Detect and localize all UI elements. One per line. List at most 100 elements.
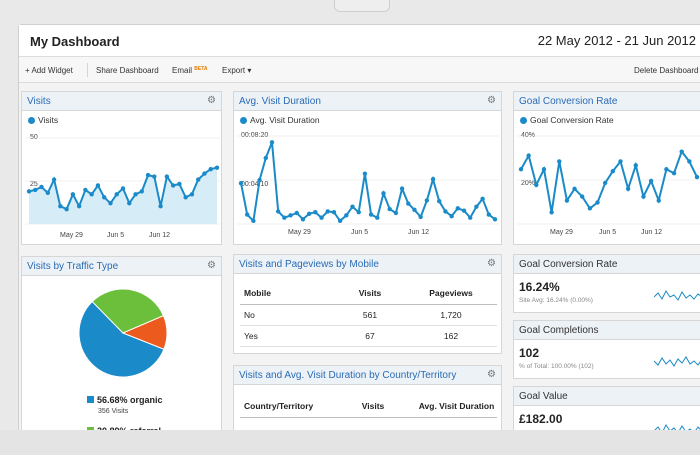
gear-icon[interactable]: ⚙ <box>207 95 216 106</box>
column-header[interactable]: Country/Territory <box>240 396 350 418</box>
data-point[interactable] <box>102 195 107 200</box>
data-point[interactable] <box>580 194 585 199</box>
data-point[interactable] <box>263 155 268 161</box>
gear-icon[interactable]: ⚙ <box>487 369 496 380</box>
data-point[interactable] <box>313 210 318 215</box>
data-point[interactable] <box>572 186 577 191</box>
widget-title[interactable]: Goal Completions <box>519 325 599 336</box>
data-point[interactable] <box>64 206 69 212</box>
data-point[interactable] <box>133 192 138 197</box>
data-point[interactable] <box>331 210 337 215</box>
widget-title[interactable]: Goal Value <box>519 391 568 402</box>
data-point[interactable] <box>356 210 361 215</box>
data-point[interactable] <box>671 170 677 176</box>
data-point[interactable] <box>387 206 392 212</box>
export-menu[interactable]: Export ▾ <box>222 66 252 75</box>
pie-slice-organic[interactable] <box>78 300 165 378</box>
data-point[interactable] <box>145 172 151 178</box>
data-point[interactable] <box>70 192 76 197</box>
data-point[interactable] <box>83 187 88 193</box>
widget-title[interactable]: Avg. Visit Duration <box>239 96 321 107</box>
data-point[interactable] <box>412 207 417 213</box>
data-point[interactable] <box>33 187 38 193</box>
pie-slice-other[interactable] <box>121 315 168 350</box>
data-point[interactable] <box>183 195 188 200</box>
widget-title[interactable]: Visits by Traffic Type <box>27 261 119 272</box>
gear-icon[interactable]: ⚙ <box>487 95 496 106</box>
data-point[interactable] <box>610 169 616 174</box>
email-button[interactable]: Email BETA <box>172 66 208 75</box>
data-point[interactable] <box>170 183 176 188</box>
widget-title[interactable]: Goal Conversion Rate <box>519 96 618 107</box>
data-point[interactable] <box>275 209 281 214</box>
data-point[interactable] <box>468 215 473 220</box>
data-point[interactable] <box>288 213 293 218</box>
data-point[interactable] <box>306 211 312 216</box>
data-point[interactable] <box>120 186 126 191</box>
data-point[interactable] <box>461 208 467 213</box>
data-point[interactable] <box>437 199 442 204</box>
data-point[interactable] <box>319 215 324 220</box>
data-point[interactable] <box>694 174 700 180</box>
data-point[interactable] <box>344 213 349 218</box>
gear-icon[interactable]: ⚙ <box>207 260 216 271</box>
data-point[interactable] <box>368 212 374 217</box>
data-point[interactable] <box>557 159 562 164</box>
data-point[interactable] <box>602 180 608 186</box>
data-point[interactable] <box>127 201 132 206</box>
data-point[interactable] <box>534 182 539 188</box>
data-point[interactable] <box>76 204 82 209</box>
data-point[interactable] <box>443 209 448 214</box>
date-range-picker[interactable]: 22 May 2012 - 21 Jun 2012 <box>537 33 696 48</box>
data-point[interactable] <box>139 189 144 194</box>
column-header[interactable]: Mobile <box>240 283 335 305</box>
gear-icon[interactable]: ⚙ <box>487 258 496 269</box>
data-point[interactable] <box>564 198 570 203</box>
data-point[interactable] <box>375 215 380 220</box>
data-point[interactable] <box>399 186 405 191</box>
data-point[interactable] <box>362 171 368 176</box>
data-point[interactable] <box>196 177 201 182</box>
data-point[interactable] <box>214 165 220 170</box>
data-point[interactable] <box>26 189 32 194</box>
data-point[interactable] <box>189 192 195 197</box>
data-point[interactable] <box>449 213 454 219</box>
data-point[interactable] <box>294 210 299 216</box>
data-point[interactable] <box>625 186 631 191</box>
data-point[interactable] <box>269 140 275 145</box>
data-point[interactable] <box>177 181 182 187</box>
data-point[interactable] <box>424 198 430 203</box>
data-point[interactable] <box>108 201 113 206</box>
data-point[interactable] <box>300 217 306 222</box>
widget-title[interactable]: Visits and Avg. Visit Duration by Countr… <box>239 370 457 381</box>
data-point[interactable] <box>202 171 207 176</box>
widget-title[interactable]: Goal Conversion Rate <box>519 259 618 270</box>
data-point[interactable] <box>633 163 638 168</box>
widget-title[interactable]: Visits <box>27 96 51 107</box>
data-point[interactable] <box>656 198 661 203</box>
data-point[interactable] <box>648 178 654 184</box>
add-widget-button[interactable]: + Add Widget <box>25 66 73 75</box>
data-point[interactable] <box>350 204 355 209</box>
data-point[interactable] <box>164 174 170 179</box>
data-point[interactable] <box>158 204 163 209</box>
data-point[interactable] <box>39 184 44 190</box>
data-point[interactable] <box>282 215 287 220</box>
data-point[interactable] <box>641 194 646 199</box>
data-point[interactable] <box>152 174 157 179</box>
data-point[interactable] <box>45 190 50 196</box>
data-point[interactable] <box>95 183 101 188</box>
share-dashboard-button[interactable]: Share Dashboard <box>96 66 159 75</box>
data-point[interactable] <box>244 212 250 217</box>
data-point[interactable] <box>687 159 692 164</box>
column-header[interactable]: Visits <box>335 283 405 305</box>
pie-slice-referral[interactable] <box>91 288 165 334</box>
data-point[interactable] <box>381 191 386 196</box>
data-point[interactable] <box>526 153 531 158</box>
data-point[interactable] <box>455 206 461 211</box>
data-point[interactable] <box>89 192 94 197</box>
data-point[interactable] <box>393 210 399 216</box>
data-point[interactable] <box>430 177 436 182</box>
data-point[interactable] <box>549 210 554 215</box>
data-point[interactable] <box>337 218 343 224</box>
